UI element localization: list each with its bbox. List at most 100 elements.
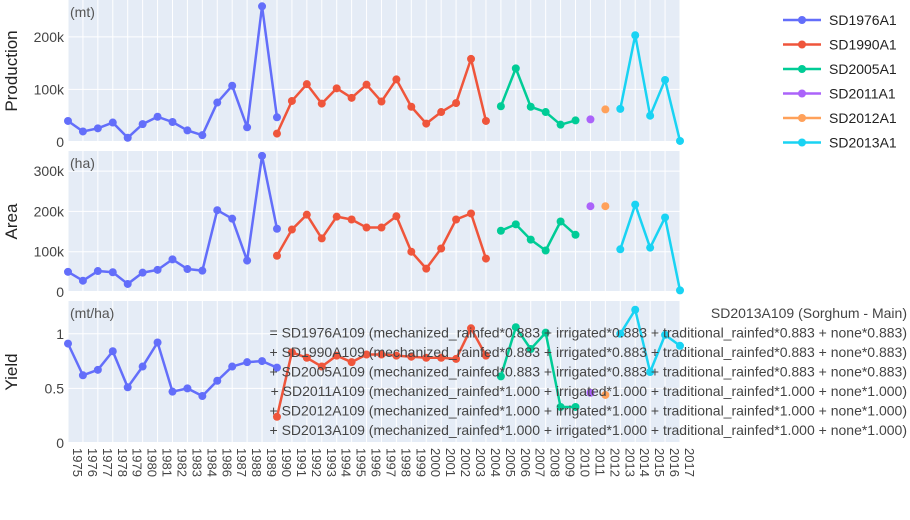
x-tick-label: 1994 xyxy=(339,448,354,477)
legend-label: SD2013A1 xyxy=(829,135,897,151)
data-point xyxy=(347,93,356,102)
unit-label: (mt) xyxy=(70,4,95,20)
data-point xyxy=(228,362,237,371)
x-tick-label: 2005 xyxy=(503,448,518,477)
series-SD2013A1 xyxy=(616,200,684,295)
annotation-line: + SD2011A109 (mechanized_rainfed*1.000 +… xyxy=(271,383,907,399)
x-tick-label: 2014 xyxy=(637,448,652,477)
data-point xyxy=(631,31,640,40)
x-tick-label: 2015 xyxy=(652,448,667,477)
y-tick-label: 0 xyxy=(56,435,64,451)
data-point xyxy=(571,116,580,125)
data-point xyxy=(153,112,162,121)
data-point xyxy=(631,200,640,209)
data-point xyxy=(407,102,416,111)
series-SD2011A1 xyxy=(586,202,595,211)
data-point xyxy=(362,350,371,359)
data-point xyxy=(213,376,222,385)
x-tick-label: 1982 xyxy=(174,448,189,477)
data-point xyxy=(481,116,490,125)
data-point xyxy=(198,131,207,140)
data-point xyxy=(646,368,655,376)
data-point xyxy=(317,234,326,243)
data-point xyxy=(452,215,461,224)
data-point xyxy=(422,353,431,362)
x-tick-label: 1975 xyxy=(70,448,85,477)
x-tick-label: 1989 xyxy=(264,448,279,477)
x-tick-label: 1984 xyxy=(204,448,219,477)
data-point xyxy=(108,347,117,356)
y-tick-label: 0.5 xyxy=(45,380,65,396)
data-point xyxy=(123,133,132,142)
x-tick-label: 2009 xyxy=(563,448,578,477)
data-point xyxy=(272,129,281,138)
legend-label: SD2011A1 xyxy=(829,86,896,102)
data-point xyxy=(93,124,102,133)
data-point xyxy=(272,251,281,260)
data-point xyxy=(676,286,684,295)
data-point xyxy=(258,2,267,11)
data-point xyxy=(138,120,147,129)
data-point xyxy=(78,276,87,285)
x-tick-label: 1996 xyxy=(369,448,384,477)
y-tick-label: 100k xyxy=(34,244,65,260)
data-point xyxy=(422,119,431,128)
data-point xyxy=(198,266,207,275)
data-point xyxy=(93,267,102,276)
data-point xyxy=(586,115,595,124)
data-point xyxy=(317,362,326,371)
data-point xyxy=(64,267,72,276)
data-point xyxy=(422,264,431,273)
data-point xyxy=(437,108,446,117)
data-point xyxy=(631,305,640,314)
data-point xyxy=(183,384,192,393)
annotation-line: + SD2012A109 (mechanized_rainfed*1.000 +… xyxy=(270,403,907,419)
legend-item-SD2011A1: SD2011A1 xyxy=(783,86,896,102)
legend-item-SD2012A1: SD2012A1 xyxy=(783,110,897,126)
series-SD2011A1 xyxy=(586,115,595,124)
legend-swatch-marker xyxy=(798,16,806,24)
x-tick-label: 1999 xyxy=(413,448,428,477)
data-point xyxy=(228,81,237,90)
series-SD1990A1 xyxy=(272,209,490,273)
legend-item-SD2013A1: SD2013A1 xyxy=(783,135,897,151)
series-SD2005A1 xyxy=(496,64,580,129)
data-point xyxy=(258,357,267,366)
data-point xyxy=(213,98,222,107)
series-SD2013A1 xyxy=(616,31,684,145)
data-point xyxy=(377,223,386,232)
data-point xyxy=(243,358,252,367)
legend-swatch-marker xyxy=(798,89,806,98)
x-tick-label: 2017 xyxy=(682,448,697,477)
data-point xyxy=(467,54,476,63)
data-point xyxy=(64,116,72,125)
data-point xyxy=(526,102,535,111)
data-point xyxy=(78,127,87,136)
data-point xyxy=(526,345,535,354)
y-axis-title: Production xyxy=(2,30,21,111)
y-tick-label: 0 xyxy=(56,134,64,150)
data-point xyxy=(347,358,356,367)
data-point xyxy=(407,247,416,256)
series-SD1990A1 xyxy=(272,324,490,421)
series-SD2011A1 xyxy=(586,388,595,397)
data-point xyxy=(511,323,520,332)
legend-item-SD1976A1: SD1976A1 xyxy=(783,12,897,28)
x-tick-label: 2013 xyxy=(622,448,637,477)
data-point xyxy=(556,120,565,129)
series-SD1976A1 xyxy=(64,151,281,288)
y-tick-label: 0 xyxy=(56,284,64,300)
plot-background xyxy=(68,151,680,292)
legend-label: SD1976A1 xyxy=(829,12,897,28)
y-tick-label: 300k xyxy=(34,163,65,179)
data-point xyxy=(362,80,371,89)
data-point xyxy=(392,212,401,221)
x-tick-label: 2003 xyxy=(473,448,488,477)
x-tick-label: 2012 xyxy=(607,448,622,477)
data-point xyxy=(541,328,550,337)
legend-swatch-marker xyxy=(798,65,806,73)
data-point xyxy=(437,353,446,362)
series-SD2013A1 xyxy=(616,305,684,376)
annotation-line: + SD2013A109 (mechanized_rainfed*1.000 +… xyxy=(270,422,907,438)
data-point xyxy=(511,64,520,73)
